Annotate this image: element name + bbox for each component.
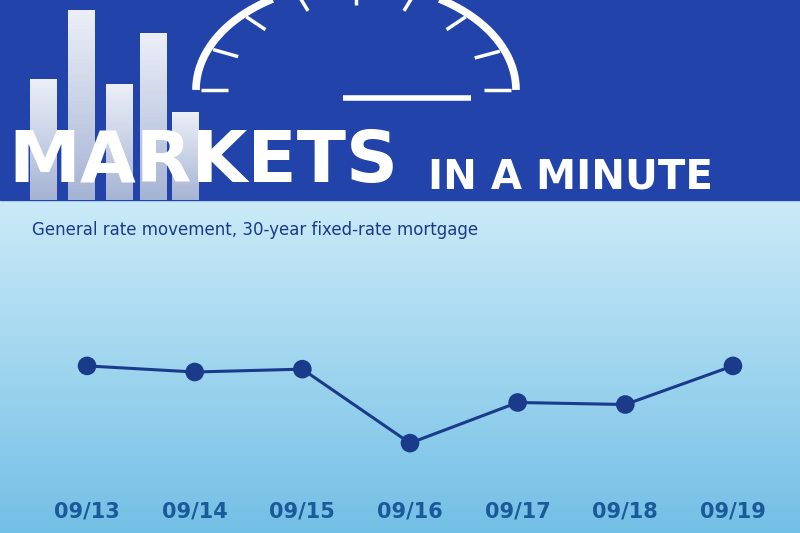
Point [619, 400, 632, 409]
Text: MARKETS: MARKETS [8, 128, 398, 197]
Point [511, 398, 524, 407]
Point [296, 365, 309, 374]
Point [403, 439, 416, 447]
Point [81, 361, 94, 370]
Text: General rate movement, 30-year fixed-rate mortgage: General rate movement, 30-year fixed-rat… [32, 221, 478, 239]
Bar [0, 0, 800, 200]
Point [726, 361, 739, 370]
Point [188, 368, 201, 376]
Text: IN A MINUTE: IN A MINUTE [428, 157, 713, 197]
